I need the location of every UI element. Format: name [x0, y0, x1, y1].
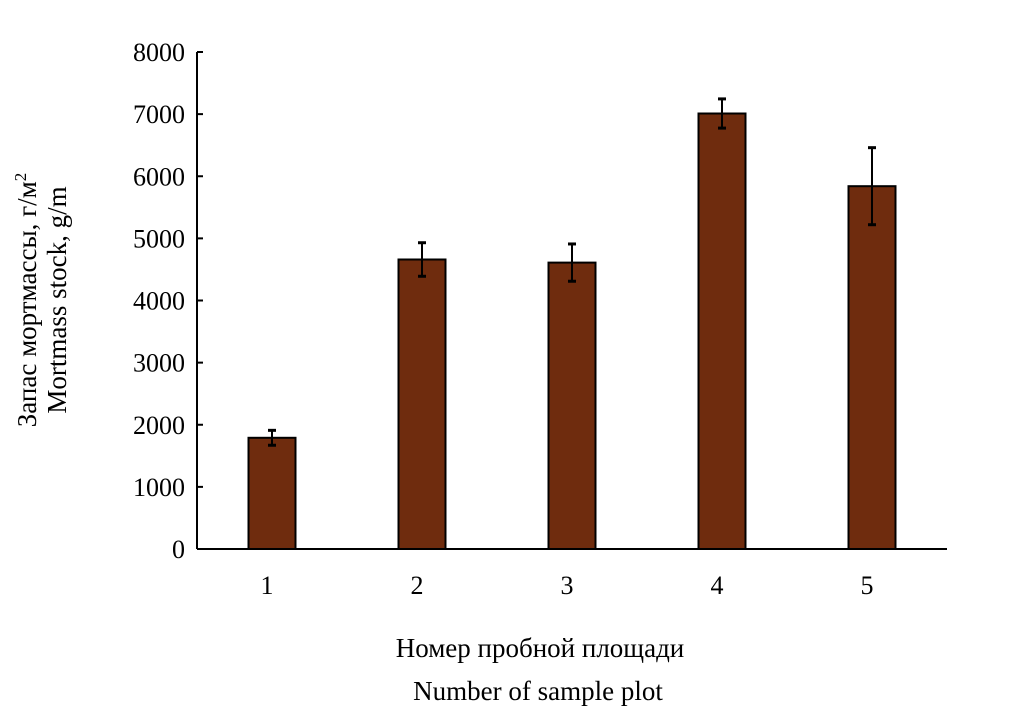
- bar-2: [397, 258, 447, 550]
- bar-3: [547, 261, 597, 550]
- x-axis-label-en: Number of sample plot: [413, 676, 663, 706]
- x-tick-label: 5: [861, 571, 874, 600]
- bar-4: [697, 112, 747, 550]
- y-axis-label-en: Mortmass stock, g/m: [42, 186, 72, 413]
- x-tick-label: 3: [561, 571, 574, 600]
- y-tick-label: 8000: [133, 38, 185, 67]
- y-tick-label: 3000: [133, 349, 185, 378]
- bar-5: [847, 185, 897, 550]
- y-tick-label: 7000: [133, 100, 185, 129]
- x-tick-label: 4: [711, 571, 724, 600]
- y-tick-label: 5000: [133, 224, 185, 253]
- x-tick-label: 1: [261, 571, 274, 600]
- y-tick-label: 0: [172, 535, 185, 564]
- x-tick-label: 2: [411, 571, 424, 600]
- y-tick-label: 2000: [133, 411, 185, 440]
- y-axis-label: Запас мортмассы, г/м2: [11, 173, 42, 428]
- y-tick-label: 6000: [133, 162, 185, 191]
- y-tick-label: 4000: [133, 287, 185, 316]
- bar-1: [247, 436, 297, 551]
- y-tick-label: 1000: [133, 473, 185, 502]
- x-axis-label: Номер пробной площади: [396, 633, 685, 663]
